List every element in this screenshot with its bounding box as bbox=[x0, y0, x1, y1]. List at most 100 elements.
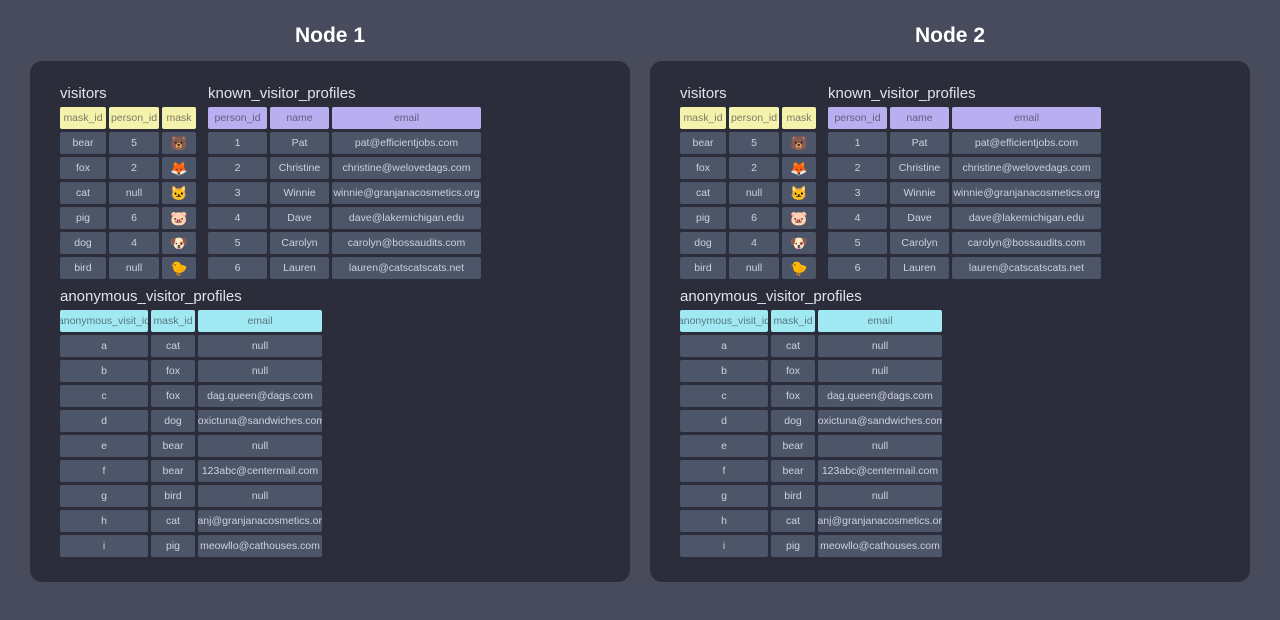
stage: Node 1 visitors mask_id person_id mask bear… bbox=[30, 0, 1250, 582]
cell-anonymous_visit_id: c bbox=[60, 385, 148, 407]
cell-mask_id: fox bbox=[680, 157, 726, 179]
cell-email: 123abc@centermail.com bbox=[198, 460, 322, 482]
cell-name: Christine bbox=[890, 157, 949, 179]
cell-person_id: 4 bbox=[208, 207, 267, 229]
cell-mask_id: pig bbox=[680, 207, 726, 229]
cell-mask_id: dog bbox=[60, 232, 106, 254]
cell-mask_id: fox bbox=[151, 360, 195, 382]
cell-mask_id: fox bbox=[151, 385, 195, 407]
cell-mask_id: pig bbox=[151, 535, 195, 557]
cell-mask: 🐤 bbox=[162, 257, 196, 279]
cell-anonymous_visit_id: d bbox=[60, 410, 148, 432]
cell-email: lauren@catscatscats.net bbox=[952, 257, 1101, 279]
cell-person_id: 2 bbox=[828, 157, 887, 179]
cell-email: sanj@granjanacosmetics.org bbox=[818, 510, 942, 532]
cell-person_id: 6 bbox=[828, 257, 887, 279]
cell-anonymous_visit_id: f bbox=[60, 460, 148, 482]
node-2-panel: visitors mask_id person_id mask bear 5 🐻 fox 2 🦊… bbox=[650, 61, 1250, 582]
cell-mask: 🐻 bbox=[782, 132, 816, 154]
cell-mask_id: bird bbox=[680, 257, 726, 279]
visitors-table-group: visitors mask_id person_id mask bear 5 🐻 fox 2 🦊… bbox=[680, 86, 816, 279]
cell-mask: 🐶 bbox=[782, 232, 816, 254]
cell-anonymous_visit_id: a bbox=[680, 335, 768, 357]
cell-email: null bbox=[818, 335, 942, 357]
cell-anonymous_visit_id: d bbox=[680, 410, 768, 432]
cell-anonymous_visit_id: b bbox=[680, 360, 768, 382]
cell-name: Winnie bbox=[270, 182, 329, 204]
cell-mask: 🐻 bbox=[162, 132, 196, 154]
column-header-person_id: person_id bbox=[729, 107, 779, 129]
visitors-table-title: visitors bbox=[680, 85, 727, 102]
cell-email: dag.queen@dags.com bbox=[818, 385, 942, 407]
cell-email: null bbox=[818, 360, 942, 382]
column-header-mask_id: mask_id bbox=[60, 107, 106, 129]
cell-mask_id: cat bbox=[680, 182, 726, 204]
visitors-table: mask_id person_id mask bear 5 🐻 fox 2 🦊 cat null 🐱 p… bbox=[60, 107, 196, 279]
cell-anonymous_visit_id: a bbox=[60, 335, 148, 357]
cell-email: meowllo@cathouses.com bbox=[818, 535, 942, 557]
cell-email: carolyn@bossaudits.com bbox=[952, 232, 1101, 254]
cell-mask: 🦊 bbox=[162, 157, 196, 179]
cell-person_id: 3 bbox=[828, 182, 887, 204]
column-header-email: email bbox=[332, 107, 481, 129]
anonymous-visitor-profiles-table-title: anonymous_visitor_profiles bbox=[60, 288, 242, 305]
cell-mask_id: bear bbox=[151, 460, 195, 482]
cell-mask_id: fox bbox=[771, 360, 815, 382]
column-header-email: email bbox=[952, 107, 1101, 129]
cell-mask_id: bear bbox=[60, 132, 106, 154]
cell-anonymous_visit_id: c bbox=[680, 385, 768, 407]
known-visitor-profiles-table: person_id name email 1 Pat pat@efficientjobs.… bbox=[828, 107, 1101, 279]
cell-mask_id: bear bbox=[151, 435, 195, 457]
cell-email: null bbox=[818, 485, 942, 507]
cell-mask_id: bear bbox=[771, 435, 815, 457]
cell-mask_id: bear bbox=[771, 460, 815, 482]
cell-mask_id: dog bbox=[151, 410, 195, 432]
cell-name: Lauren bbox=[890, 257, 949, 279]
node-1-top-tables: visitors mask_id person_id mask bear 5 🐻 fox 2 🦊… bbox=[60, 86, 610, 279]
column-header-person_id: person_id bbox=[208, 107, 267, 129]
known-visitor-profiles-table-title: known_visitor_profiles bbox=[208, 85, 356, 102]
cell-anonymous_visit_id: f bbox=[680, 460, 768, 482]
cell-person_id: 2 bbox=[109, 157, 159, 179]
cell-person_id: 6 bbox=[208, 257, 267, 279]
cell-email: meowllo@cathouses.com bbox=[198, 535, 322, 557]
column-header-email: email bbox=[198, 310, 322, 332]
cell-email: dave@lakemichigan.edu bbox=[332, 207, 481, 229]
cell-name: Carolyn bbox=[890, 232, 949, 254]
cell-name: Pat bbox=[890, 132, 949, 154]
cell-person_id: 4 bbox=[828, 207, 887, 229]
cell-anonymous_visit_id: h bbox=[60, 510, 148, 532]
cell-person_id: 2 bbox=[208, 157, 267, 179]
cell-email: christine@welovedags.com bbox=[332, 157, 481, 179]
cell-mask_id: cat bbox=[60, 182, 106, 204]
node-2-top-tables: visitors mask_id person_id mask bear 5 🐻 fox 2 🦊… bbox=[680, 86, 1230, 279]
cell-mask_id: dog bbox=[771, 410, 815, 432]
cell-name: Lauren bbox=[270, 257, 329, 279]
cell-anonymous_visit_id: b bbox=[60, 360, 148, 382]
column-header-anonymous_visit_id: anonymous_visit_id bbox=[680, 310, 768, 332]
cell-mask_id: pig bbox=[771, 535, 815, 557]
cell-person_id: 5 bbox=[828, 232, 887, 254]
known-visitor-profiles-table: person_id name email 1 Pat pat@efficientjobs.… bbox=[208, 107, 481, 279]
column-header-mask_id: mask_id bbox=[680, 107, 726, 129]
cell-email: null bbox=[198, 485, 322, 507]
cell-name: Pat bbox=[270, 132, 329, 154]
node-1-panel: visitors mask_id person_id mask bear 5 🐻 fox 2 🦊… bbox=[30, 61, 630, 582]
cell-mask: 🦊 bbox=[782, 157, 816, 179]
cell-mask: 🐶 bbox=[162, 232, 196, 254]
cell-email: null bbox=[198, 335, 322, 357]
node-1-section: Node 1 visitors mask_id person_id mask bear… bbox=[30, 0, 630, 582]
cell-email: pat@efficientjobs.com bbox=[332, 132, 481, 154]
column-header-person_id: person_id bbox=[109, 107, 159, 129]
anonymous-visitor-profiles-table-group: anonymous_visitor_profiles anonymous_vis… bbox=[680, 289, 1230, 557]
visitors-table: mask_id person_id mask bear 5 🐻 fox 2 🦊 cat null 🐱 p… bbox=[680, 107, 816, 279]
known-visitor-profiles-table-group: known_visitor_profiles person_id name emai… bbox=[208, 86, 481, 279]
cell-person_id: 6 bbox=[729, 207, 779, 229]
column-header-anonymous_visit_id: anonymous_visit_id bbox=[60, 310, 148, 332]
cell-email: null bbox=[818, 435, 942, 457]
cell-mask_id: bear bbox=[680, 132, 726, 154]
cell-name: Dave bbox=[270, 207, 329, 229]
column-header-name: name bbox=[890, 107, 949, 129]
cell-email: toxictuna@sandwiches.com bbox=[198, 410, 322, 432]
cell-anonymous_visit_id: e bbox=[60, 435, 148, 457]
